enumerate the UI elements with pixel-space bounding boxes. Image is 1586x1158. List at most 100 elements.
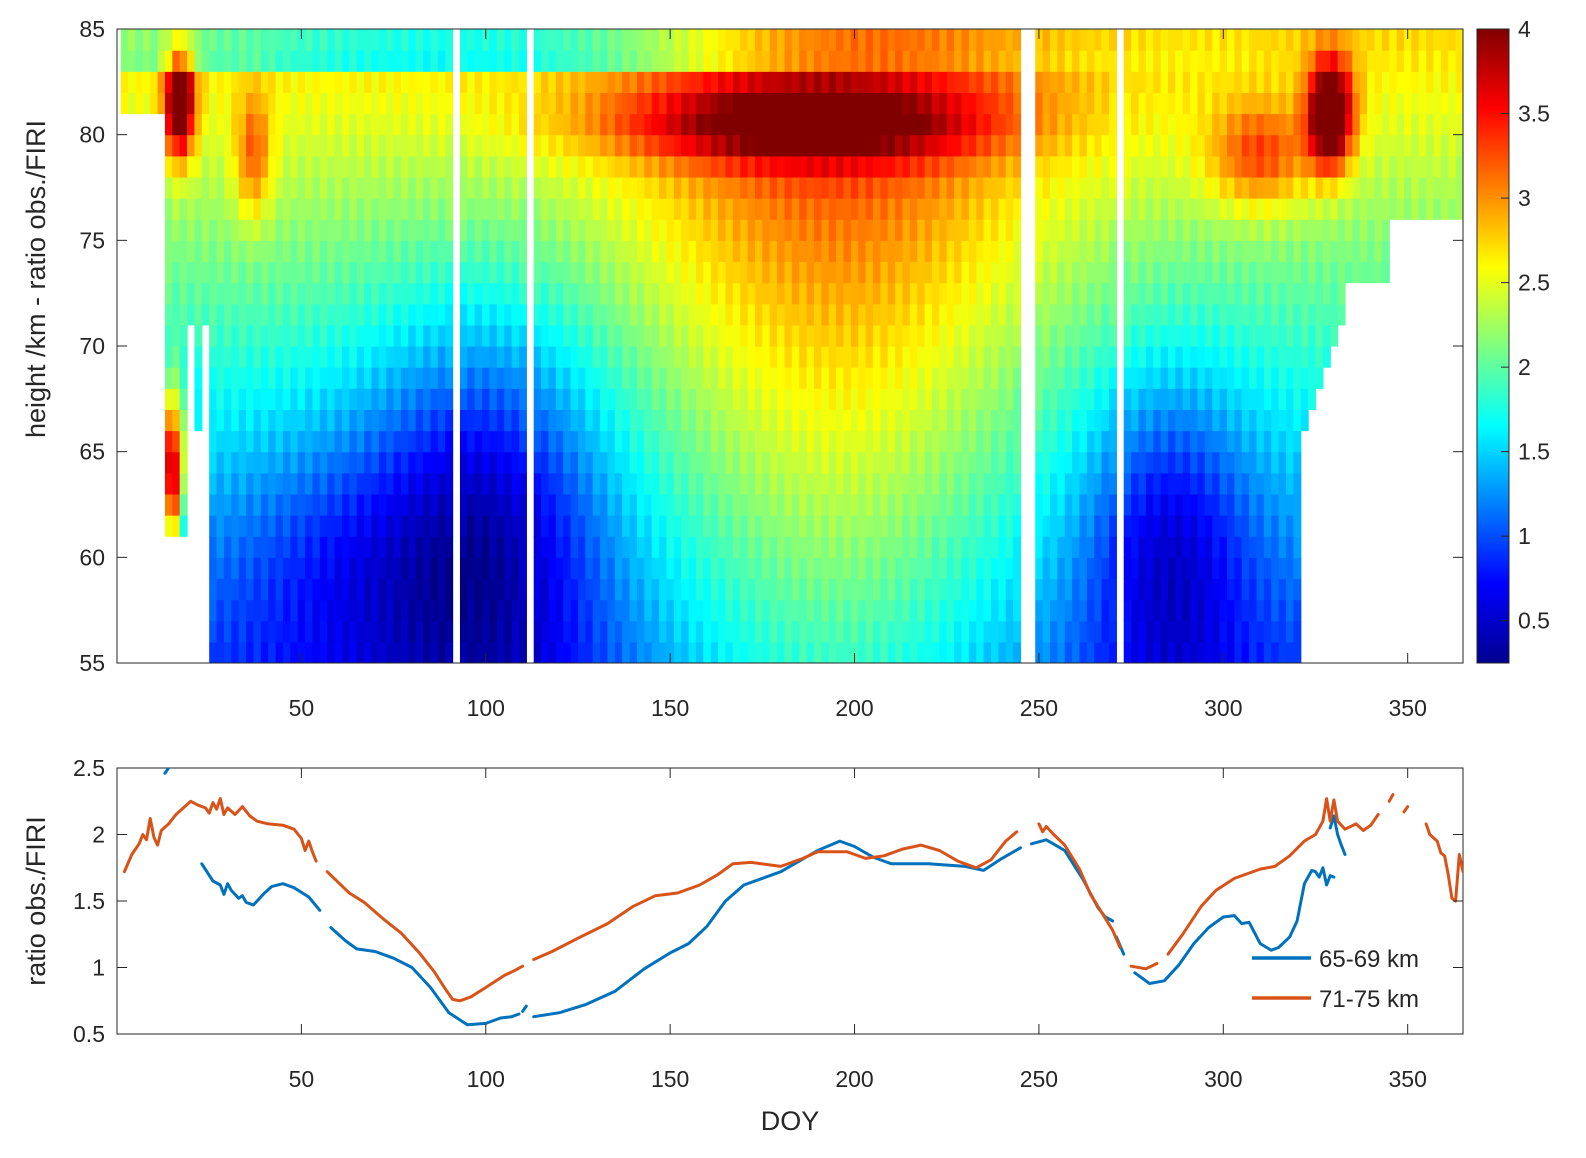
heatmap-cell [1086,113,1095,136]
heatmap-cell [504,92,513,115]
heatmap-cell [1263,346,1272,368]
heatmap-cell [799,578,808,601]
heatmap-cell [769,198,778,220]
heatmap-cell [1005,198,1014,220]
heatmap-cell [1108,493,1117,516]
heatmap-cell [710,620,719,643]
heatmap-cell [895,92,904,115]
heatmap-cell [364,346,373,368]
heatmap-cell [1212,599,1221,622]
heatmap-cell [1204,367,1213,389]
heatmap-cell [260,536,269,558]
heatmap-cell [327,324,336,347]
heatmap-cell [1057,641,1066,663]
heatmap-cell [415,599,424,622]
heatmap-cell [223,451,232,474]
heatmap-cell [659,303,668,326]
heatmap-cell [946,472,955,495]
heatmap-cell [482,515,491,537]
heatmap-cell [1256,578,1265,601]
heatmap-cell [1359,29,1368,51]
heatmap-cell [474,536,483,558]
heatmap-cell [305,472,314,495]
heatmap-cell [1190,578,1199,601]
heatmap-cell [1271,515,1280,537]
heatmap-cell [563,261,572,284]
heatmap-cell [666,557,675,580]
heatmap-cell [319,430,328,453]
heatmap-cell [762,198,771,220]
heatmap-cell [1204,134,1213,157]
heatmap-cell [1285,29,1294,51]
heatmap-cell [1271,282,1280,305]
heatmap-cell [1411,92,1420,115]
heatmap-cell [858,557,867,580]
heatmap-cell [541,388,550,410]
heatmap-cell [187,261,196,284]
heatmap-cell [858,71,867,93]
heatmap-cell [659,557,668,580]
heatmap-cell [954,367,963,389]
heatmap-cell [533,367,542,389]
heatmap-cell [769,71,778,93]
heatmap-cell [1226,641,1235,663]
heatmap-cell [1123,641,1132,663]
heatmap-cell [872,29,881,51]
heatmap-cell [931,557,940,580]
heatmap-cell [902,346,911,368]
heatmap-cell [1271,92,1280,115]
heatmap-cell [496,515,505,537]
heatmap-cell [614,451,623,474]
heatmap-cell [777,641,786,663]
heatmap-cell [769,261,778,284]
heatmap-cell [813,346,822,368]
heatmap-cell [1042,282,1051,305]
heatmap-cell [1013,324,1022,347]
heatmap-cell [909,50,918,72]
heatmap-cell [688,324,697,347]
heatmap-cell [1145,134,1154,157]
heatmap-cell [998,282,1007,305]
heatmap-cell [1160,515,1169,537]
heatmap-cell [489,388,498,410]
heatmap-cell [1013,176,1022,199]
heatmap-cell [1094,599,1103,622]
heatmap-cell [865,493,874,516]
heatmap-cell [1226,71,1235,93]
heatmap-cell [231,134,240,157]
heatmap-cell [725,536,734,558]
heatmap-cell [1072,515,1081,537]
heatmap-cell [710,29,719,51]
heatmap-cell [504,430,513,453]
heatmap-cell [629,50,638,72]
heatmap-cell [1013,451,1022,474]
heatmap-cell [297,451,306,474]
heatmap-cell [430,578,439,601]
heatmap-cell [356,493,365,516]
heatmap-cell [511,324,520,347]
heatmap-cell [666,303,675,326]
heatmap-cell [931,641,940,663]
heatmap-cell [1145,409,1154,432]
heatmap-cell [791,388,800,410]
heatmap-cell [1086,578,1095,601]
heatmap-cell [430,134,439,157]
heatmap-cell [1138,515,1147,537]
heatmap-cell [415,430,424,453]
heatmap-cell [666,134,675,157]
heatmap-cell [1367,71,1376,93]
heatmap-cell [533,409,542,432]
heatmap-cell [231,493,240,516]
heatmap-cell [1293,303,1302,326]
heatmap-cell [1035,71,1044,93]
heatmap-cell [895,261,904,284]
heatmap-cell [231,451,240,474]
heatmap-cell [1285,367,1294,389]
heatmap-cell [688,451,697,474]
heatmap-cell [246,536,255,558]
heatmap-cell [312,536,321,558]
heatmap-cell [976,451,985,474]
heatmap-cell [688,409,697,432]
heatmap-cell [482,261,491,284]
heatmap-cell [1344,134,1353,157]
